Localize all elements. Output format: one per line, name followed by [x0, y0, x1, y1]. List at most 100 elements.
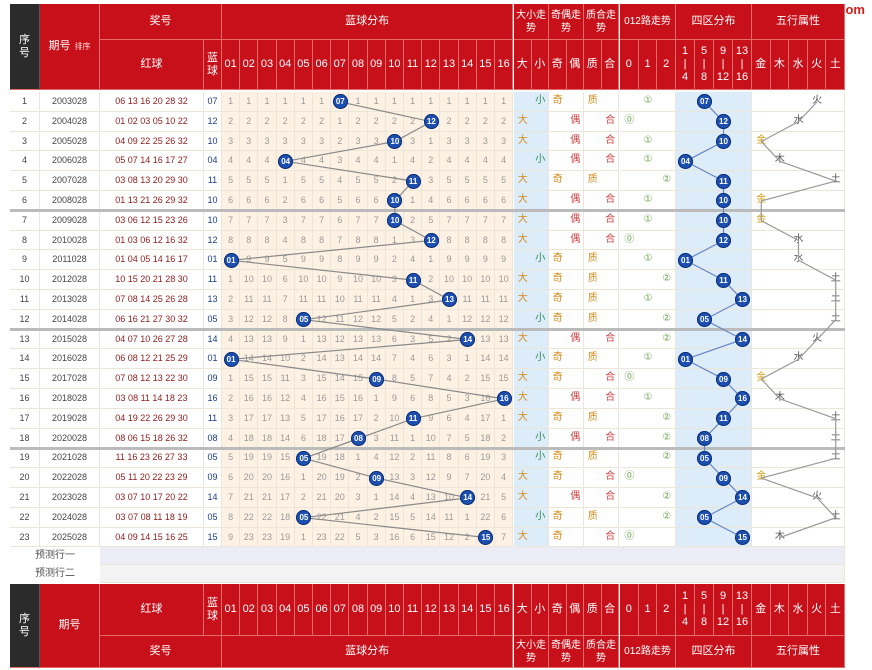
miss-cell: 1	[222, 92, 241, 112]
row-period: 2019028	[40, 408, 100, 429]
element-col-0: 金	[752, 40, 771, 90]
miss-cell: 20	[331, 488, 350, 508]
miss-cell: 18	[276, 507, 295, 528]
group-separator	[10, 328, 845, 332]
miss-cell: 3	[495, 448, 514, 469]
predict-row-1[interactable]: 预测行一	[35, 550, 75, 562]
row-period: 2006028	[40, 151, 100, 172]
size-mark: 大	[517, 392, 528, 403]
miss-cell: 11	[440, 507, 459, 528]
zone-cell	[676, 210, 752, 231]
blue-ball-mark: 11	[405, 173, 421, 189]
predict-area[interactable]	[100, 565, 845, 584]
blue-col-10: 10	[385, 584, 404, 636]
blue-ball-mark: 04	[278, 153, 294, 169]
miss-cell: 5	[422, 210, 441, 231]
zone-ball-mark: 11	[716, 411, 731, 427]
row-seq: 16	[10, 389, 40, 409]
blue-dist-header: 蓝球分布	[222, 636, 514, 668]
zone-cell	[676, 171, 752, 191]
element-cell	[752, 131, 845, 152]
miss-cell: 4	[240, 151, 259, 172]
period-header[interactable]: 期号 排序	[40, 4, 100, 90]
miss-cell: 7	[458, 468, 477, 488]
miss-cell: 2	[222, 111, 241, 132]
prime-mark: 质	[587, 451, 598, 463]
miss-cell: 12	[385, 448, 404, 469]
miss-cell: 3	[313, 131, 332, 152]
element-col-0: 金	[752, 584, 771, 636]
trend-cell	[549, 111, 584, 132]
miss-cell: 3	[476, 131, 495, 152]
row-red-balls: 03 07 10 17 20 22	[100, 488, 204, 508]
blue-ball-mark: 11	[405, 272, 421, 288]
miss-cell: 1	[422, 92, 441, 112]
miss-cell: 6	[422, 349, 441, 370]
blue-col-01: 01	[222, 40, 241, 90]
zone-col-1: 5 | 8	[695, 584, 714, 636]
zone-ball-mark: 04	[678, 153, 693, 169]
miss-cell: 15	[276, 448, 295, 469]
predict-area[interactable]	[100, 547, 845, 566]
route-mark: ①	[643, 95, 653, 106]
size-mark: 小	[535, 95, 546, 106]
blue-ball-header: 蓝球	[204, 584, 222, 636]
trend-cell	[620, 507, 676, 528]
blue-ball-mark: 16	[496, 391, 512, 407]
prime-mark: 合	[605, 194, 616, 205]
element-cell	[752, 290, 845, 310]
element-col-2: 水	[789, 40, 808, 90]
trend-cell	[549, 349, 584, 370]
miss-cell: 8	[476, 230, 495, 251]
row-period: 2010028	[40, 230, 100, 251]
zone-ball-mark: 05	[697, 450, 712, 466]
row-red-balls: 04 07 10 26 27 28	[100, 329, 204, 350]
prime-mark: 质	[587, 352, 598, 364]
parity-trend-header: 奇偶走势	[549, 4, 584, 40]
miss-cell: 1	[349, 448, 368, 469]
row-period: 2017028	[40, 369, 100, 389]
miss-cell: 7	[222, 488, 241, 508]
trend-cell	[549, 507, 584, 528]
element-mark: 土	[830, 273, 841, 285]
miss-cell: 6	[458, 448, 477, 469]
row-blue-ball: 12	[204, 230, 222, 251]
miss-cell: 3	[404, 230, 423, 251]
trend-cell	[584, 92, 619, 112]
miss-cell: 11	[240, 290, 259, 310]
parity-mark: 奇	[552, 312, 563, 324]
blue-col-08: 08	[349, 584, 368, 636]
miss-cell: 1	[458, 507, 477, 528]
miss-cell: 3	[240, 131, 259, 152]
parity-mark: 奇	[552, 451, 563, 463]
element-col-1: 木	[770, 40, 790, 90]
trend-cell	[584, 329, 619, 350]
miss-cell: 22	[476, 507, 495, 528]
trend-cell	[514, 92, 549, 112]
zone-ball-mark: 13	[735, 292, 750, 308]
miss-cell: 7	[367, 210, 386, 231]
trend-cell	[584, 488, 619, 508]
trend-cell	[620, 290, 676, 310]
miss-cell: 4	[440, 151, 459, 172]
route-mark: ②	[662, 431, 672, 443]
miss-cell: 1	[404, 92, 423, 112]
miss-cell: 4	[458, 408, 477, 429]
trend-cell	[514, 250, 549, 271]
trend-cell	[549, 290, 584, 310]
miss-cell: 21	[258, 488, 277, 508]
predict-row-2[interactable]: 预测行二	[35, 568, 75, 580]
row-period: 2025028	[40, 527, 100, 548]
route-col-1: 1	[638, 584, 658, 636]
miss-cell: 5	[458, 171, 477, 191]
blue-col-08: 08	[349, 40, 368, 90]
zone-ball-mark: 01	[678, 252, 693, 268]
parity-mark: 偶	[570, 392, 581, 403]
row-seq: 10	[10, 270, 40, 290]
trend-cell	[620, 210, 676, 231]
trend-cell	[549, 448, 584, 469]
red-ball-header: 红球	[100, 40, 204, 90]
miss-cell: 4	[495, 468, 514, 488]
row-red-balls: 04 09 14 15 16 25	[100, 527, 204, 548]
miss-cell: 9	[222, 527, 241, 548]
